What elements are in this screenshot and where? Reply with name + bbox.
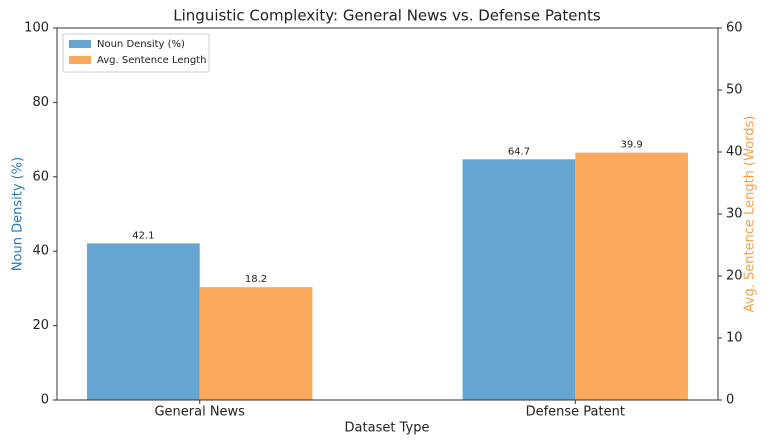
y2-axis-label: Avg. Sentence Length (Words) <box>743 116 758 313</box>
legend-box <box>62 33 210 73</box>
bar <box>462 159 576 400</box>
bar <box>575 152 688 400</box>
value-label: 42.1 <box>132 230 154 241</box>
x-tick-label: Defense Patent <box>526 405 625 420</box>
bar <box>87 243 200 400</box>
x-axis-label: Dataset Type <box>345 421 430 436</box>
y-tick-label: 0 <box>41 393 49 408</box>
y2-tick-label: 30 <box>726 207 743 222</box>
y-tick-label: 40 <box>32 244 49 259</box>
y2-tick-label: 0 <box>726 393 734 408</box>
y-tick-label: 80 <box>32 95 49 110</box>
chart-title: Linguistic Complexity: General News vs. … <box>173 7 601 25</box>
value-label: 64.7 <box>508 146 530 157</box>
y2-tick-label: 60 <box>726 21 743 36</box>
y-tick-label: 60 <box>32 169 49 184</box>
y2-tick-label: 10 <box>726 331 743 346</box>
legend-label: Noun Density (%) <box>97 39 185 50</box>
legend-swatch <box>69 40 91 48</box>
y2-tick-label: 40 <box>726 145 743 160</box>
x-tick-label: General News <box>154 405 245 420</box>
y2-tick-label: 50 <box>726 83 743 98</box>
y-tick-label: 100 <box>24 21 49 36</box>
y-axis-label: Noun Density (%) <box>11 157 26 271</box>
value-label: 39.9 <box>620 140 642 151</box>
bar <box>199 287 313 400</box>
value-label: 18.2 <box>245 274 267 285</box>
legend-swatch <box>69 56 91 64</box>
y2-tick-label: 20 <box>726 269 743 284</box>
y-tick-label: 20 <box>32 318 49 333</box>
legend-label: Avg. Sentence Length <box>97 55 206 66</box>
plot-frame <box>56 27 719 401</box>
